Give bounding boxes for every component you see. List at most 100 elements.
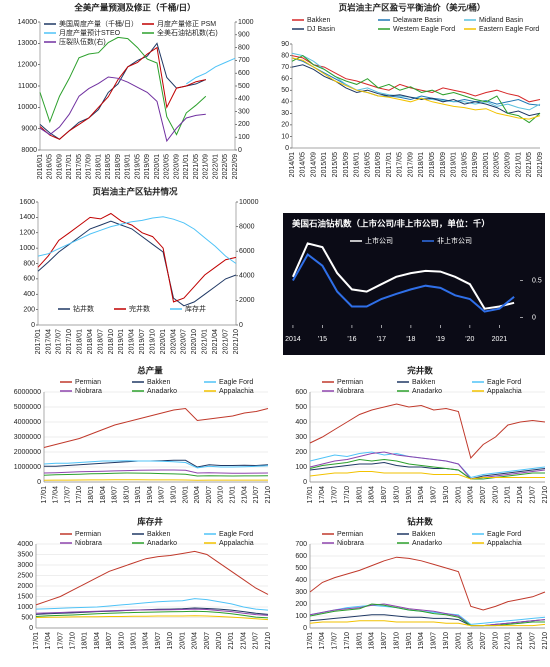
y2-tick-label: 900 (238, 32, 250, 39)
x-tick-label: 18/04 (369, 486, 376, 504)
y-tick-label: 400 (23, 291, 35, 298)
legend-label: Anadarko (147, 540, 177, 547)
y-tick-label: 0 (532, 314, 536, 321)
y-tick-label: 40 (281, 99, 289, 106)
y2-tick-label: 800 (238, 44, 250, 51)
x-tick-label: 2022/01 (212, 154, 219, 179)
y2-tick-label: 8000 (239, 223, 255, 230)
x-tick-label: 2018/05 (105, 154, 112, 179)
y-tick-label: 90 (281, 41, 289, 48)
x-tick-label: 17/04 (319, 632, 326, 650)
y-tick-label: 50 (281, 87, 289, 94)
x-tick-label: 2018/05 (429, 152, 436, 177)
x-tick-label: '20 (465, 336, 474, 343)
series-line (186, 57, 236, 85)
y-tick-label: 12000 (18, 62, 38, 69)
y2-tick-label: 10000 (239, 199, 259, 206)
x-tick-label: 20/10 (492, 632, 499, 650)
x-tick-label: 18/04 (94, 632, 101, 650)
chart-title: 库存井 (137, 516, 163, 526)
x-tick-label: 19/07 (431, 486, 438, 504)
x-tick-label: 18/10 (118, 632, 125, 650)
series-line (309, 620, 546, 627)
legend-label: 全美石油钻机数(右) (157, 28, 218, 37)
x-tick-label: '15 (318, 336, 327, 343)
x-tick-label: 17/07 (57, 632, 64, 650)
x-tick-label: 20/01 (455, 632, 462, 650)
x-tick-label: 20/07 (204, 632, 211, 650)
x-tick-label: 2020/01 (154, 154, 161, 179)
x-tick-label: 2019/01 (118, 329, 125, 354)
x-tick-label: 2019/05 (461, 152, 468, 177)
legend-label: Niobrara (337, 540, 364, 547)
x-tick-label: 17/01 (41, 486, 48, 504)
x-tick-label: 2014/01 (289, 152, 296, 177)
x-tick-label: 21/04 (517, 632, 524, 650)
x-tick-label: 19/01 (135, 486, 142, 504)
x-tick-label: 18/01 (356, 486, 363, 504)
y-tick-label: 100 (295, 613, 307, 620)
x-tick-label: 2016/09 (56, 154, 63, 179)
y2-tick-label: 200 (238, 121, 250, 128)
x-tick-label: 2017/01 (386, 152, 393, 177)
series-line (291, 54, 541, 124)
x-tick-label: 2021/09 (203, 154, 210, 179)
series-line (291, 57, 541, 120)
y-tick-label: 1400 (19, 214, 35, 221)
legend-label: Appalachia (487, 540, 522, 547)
y-tick-label: 9000 (21, 126, 37, 133)
legend-label: Niobrara (337, 388, 364, 395)
series-line (291, 52, 541, 111)
x-tick-label: 19/10 (443, 632, 450, 650)
x-tick-label: 20/04 (192, 632, 199, 650)
y-tick-label: 3000 (17, 562, 33, 569)
x-tick-label: 2017/10 (66, 329, 73, 354)
legend-label: 完井数 (129, 304, 150, 313)
y-tick-label: 1000 (17, 604, 33, 611)
x-tick-label: 19/04 (147, 486, 154, 504)
y-tick-label: 8000 (21, 147, 37, 154)
x-tick-label: 18/10 (123, 486, 130, 504)
x-tick-label: 18/07 (106, 632, 113, 650)
chart-title: 页岩油主产区钻井情况 (92, 186, 178, 196)
y2-tick-label: 600 (238, 70, 250, 77)
legend-label: Anadarko (412, 540, 442, 547)
x-tick-label: 20/07 (480, 486, 487, 504)
legend-label: Bakken (412, 379, 435, 386)
x-tick-label: 2018/01 (418, 152, 425, 177)
x-tick-label: 2018/04 (87, 329, 94, 354)
y-tick-label: 0 (303, 625, 307, 632)
series-line (309, 604, 546, 625)
y2-tick-label: 400 (238, 96, 250, 103)
x-tick-label: 2017/01 (66, 154, 73, 179)
x-tick-label: 2022/09 (232, 154, 239, 179)
chart-title: 页岩油主产区盈亏平衡油价（美元/桶） (339, 2, 486, 12)
y-tick-label: 1000 (19, 245, 35, 252)
series-line (43, 469, 269, 474)
y2-tick-label: 0 (238, 147, 242, 154)
x-tick-label: 2019/10 (149, 329, 156, 354)
legend-label: Permian (337, 531, 363, 538)
x-tick-label: 21/07 (253, 632, 260, 650)
x-tick-label: 19/04 (418, 486, 425, 504)
x-tick-label: 2021/09 (537, 152, 544, 177)
x-tick-label: 21/01 (229, 486, 236, 504)
y-tick-label: 0 (29, 625, 33, 632)
x-tick-label: 19/04 (143, 632, 150, 650)
y-tick-label: 20 (281, 122, 289, 129)
y-tick-label: 0 (31, 322, 35, 329)
y-tick-label: 300 (295, 434, 307, 441)
series-line (43, 460, 269, 469)
legend-label: Permian (75, 379, 101, 386)
panel-background (283, 213, 545, 355)
legend-label: Eagle Ford (219, 379, 253, 386)
legend-label: Permian (337, 379, 363, 386)
x-tick-label: 21/10 (542, 486, 549, 504)
x-tick-label: 2015/01 (321, 152, 328, 177)
legend-label: Bakken (147, 379, 170, 386)
x-tick-label: 19/07 (155, 632, 162, 650)
series-line (39, 36, 207, 136)
x-tick-label: 2017/01 (35, 329, 42, 354)
series-line (35, 550, 269, 606)
